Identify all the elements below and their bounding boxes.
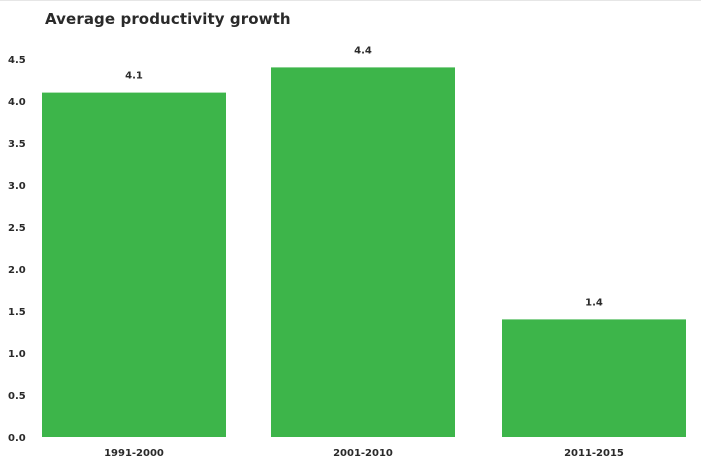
y-tick-label: 0.0	[8, 433, 26, 444]
chart-title: Average productivity growth	[45, 10, 291, 28]
y-axis: 0.0 0.5 1.0 1.5 2.0 2.5 3.0 3.5 4.0 4.5	[8, 55, 26, 444]
x-tick-label: 2011-2015	[564, 448, 624, 459]
y-tick-label: 4.0	[8, 97, 26, 108]
y-tick-label: 4.5	[8, 55, 26, 66]
top-divider	[0, 0, 701, 1]
y-tick-label: 3.0	[8, 181, 26, 192]
bar-series	[42, 67, 686, 438]
y-tick-label: 1.0	[8, 349, 26, 360]
y-tick-label: 0.5	[8, 391, 26, 402]
y-tick-label: 1.5	[8, 307, 26, 318]
bar-value-label: 1.4	[585, 297, 603, 308]
y-tick-label: 2.0	[8, 265, 26, 276]
bar-value-label: 4.4	[354, 45, 372, 56]
y-tick-label: 3.5	[8, 139, 26, 150]
bar	[42, 92, 226, 437]
x-tick-label: 2001-2010	[333, 448, 393, 459]
bar-value-label: 4.1	[125, 71, 143, 82]
bar	[271, 67, 455, 438]
x-axis: 1991-2000 2001-2010 2011-2015	[104, 448, 624, 459]
data-labels: 4.1 4.4 1.4	[125, 45, 603, 308]
y-tick-label: 2.5	[8, 223, 26, 234]
bar	[502, 319, 686, 437]
x-tick-label: 1991-2000	[104, 448, 164, 459]
